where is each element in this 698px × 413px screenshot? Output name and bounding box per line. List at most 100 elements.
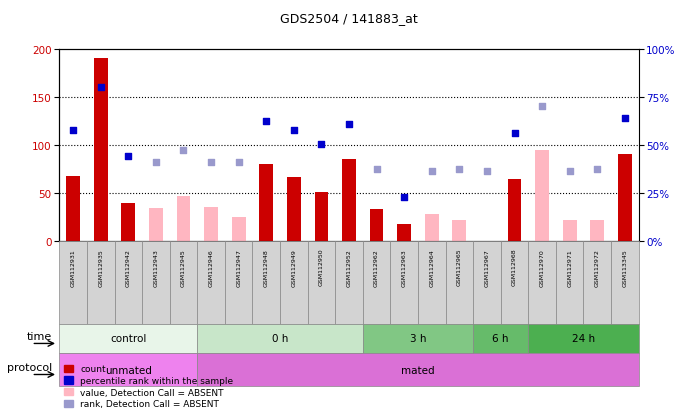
- Bar: [390, 242, 418, 324]
- Text: 6 h: 6 h: [493, 334, 509, 344]
- Text: mated: mated: [401, 365, 435, 375]
- Bar: [563, 221, 577, 242]
- Bar: [363, 324, 473, 353]
- Bar: [170, 242, 198, 324]
- Bar: [397, 224, 411, 242]
- Text: GSM112964: GSM112964: [429, 248, 434, 286]
- Text: GSM112947: GSM112947: [236, 248, 241, 286]
- Bar: [308, 242, 335, 324]
- Text: GSM112945: GSM112945: [181, 248, 186, 286]
- Bar: [370, 210, 383, 242]
- Text: GSM112971: GSM112971: [567, 248, 572, 286]
- Bar: [528, 324, 639, 353]
- Bar: [500, 242, 528, 324]
- Bar: [59, 353, 198, 386]
- Bar: [618, 154, 632, 242]
- Text: GSM112942: GSM112942: [126, 248, 131, 286]
- Bar: [280, 242, 308, 324]
- Text: protocol: protocol: [7, 363, 52, 373]
- Bar: [94, 59, 107, 242]
- Point: [509, 131, 520, 138]
- Text: GSM112946: GSM112946: [209, 248, 214, 286]
- Bar: [425, 215, 438, 242]
- Point: [260, 118, 272, 125]
- Text: GSM112967: GSM112967: [484, 248, 489, 286]
- Bar: [121, 203, 135, 242]
- Bar: [335, 242, 363, 324]
- Text: GSM112943: GSM112943: [154, 248, 158, 286]
- Bar: [225, 242, 253, 324]
- Point: [150, 159, 161, 166]
- Bar: [287, 177, 301, 242]
- Text: 3 h: 3 h: [410, 334, 426, 344]
- Bar: [66, 176, 80, 242]
- Point: [482, 168, 493, 175]
- Point: [123, 153, 134, 159]
- Point: [537, 104, 548, 111]
- Bar: [260, 165, 273, 242]
- Point: [68, 128, 79, 135]
- Point: [564, 168, 575, 175]
- Point: [399, 194, 410, 201]
- Bar: [205, 207, 218, 242]
- Point: [205, 159, 216, 166]
- Point: [315, 141, 327, 148]
- Legend: count, percentile rank within the sample, value, Detection Call = ABSENT, rank, : count, percentile rank within the sample…: [64, 365, 233, 408]
- Point: [288, 128, 299, 135]
- Bar: [473, 242, 500, 324]
- Point: [426, 168, 438, 175]
- Text: GSM112962: GSM112962: [374, 248, 379, 286]
- Text: control: control: [110, 334, 147, 344]
- Text: GSM112948: GSM112948: [264, 248, 269, 286]
- Text: 24 h: 24 h: [572, 334, 595, 344]
- Bar: [452, 221, 466, 242]
- Bar: [114, 242, 142, 324]
- Bar: [584, 242, 611, 324]
- Text: time: time: [27, 332, 52, 342]
- Bar: [232, 218, 246, 242]
- Bar: [177, 197, 191, 242]
- Point: [343, 121, 355, 128]
- Bar: [418, 242, 445, 324]
- Point: [454, 166, 465, 173]
- Bar: [528, 242, 556, 324]
- Text: GSM112935: GSM112935: [98, 248, 103, 286]
- Text: GSM112965: GSM112965: [457, 248, 462, 286]
- Text: GSM112968: GSM112968: [512, 248, 517, 286]
- Point: [233, 159, 244, 166]
- Bar: [149, 208, 163, 242]
- Text: GSM112972: GSM112972: [595, 248, 600, 286]
- Text: 0 h: 0 h: [272, 334, 288, 344]
- Text: GSM112950: GSM112950: [319, 248, 324, 286]
- Bar: [59, 242, 87, 324]
- Text: GSM112970: GSM112970: [540, 248, 544, 286]
- Text: GSM113345: GSM113345: [623, 248, 628, 286]
- Text: GSM112949: GSM112949: [291, 248, 297, 286]
- Bar: [87, 242, 114, 324]
- Text: GSM112931: GSM112931: [70, 248, 75, 286]
- Bar: [142, 242, 170, 324]
- Text: unmated: unmated: [105, 365, 151, 375]
- Bar: [535, 150, 549, 242]
- Point: [619, 115, 630, 122]
- Point: [371, 166, 383, 173]
- Text: GSM112963: GSM112963: [401, 248, 407, 286]
- Point: [95, 85, 106, 91]
- Bar: [473, 324, 528, 353]
- Bar: [198, 353, 639, 386]
- Text: GSM112952: GSM112952: [346, 248, 352, 286]
- Bar: [59, 324, 198, 353]
- Text: GDS2504 / 141883_at: GDS2504 / 141883_at: [280, 12, 418, 25]
- Bar: [198, 324, 363, 353]
- Bar: [363, 242, 390, 324]
- Bar: [611, 242, 639, 324]
- Point: [178, 147, 189, 154]
- Bar: [507, 179, 521, 242]
- Bar: [253, 242, 280, 324]
- Bar: [445, 242, 473, 324]
- Bar: [591, 221, 604, 242]
- Bar: [556, 242, 584, 324]
- Bar: [198, 242, 225, 324]
- Bar: [342, 160, 356, 242]
- Bar: [315, 192, 328, 242]
